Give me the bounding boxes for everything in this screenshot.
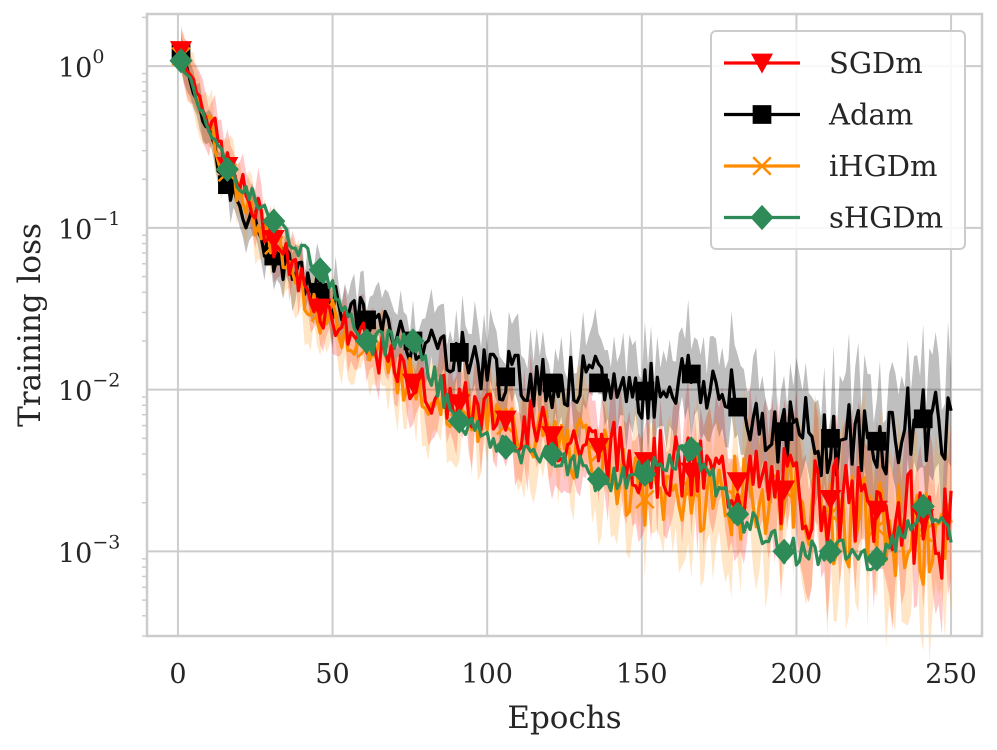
x-tick-label: 0 [169, 659, 186, 690]
legend-label-shgdm: sHGDm [829, 201, 943, 235]
shgdm-marker [818, 538, 843, 565]
x-tick-label: 150 [616, 659, 668, 690]
tick-labels: 0 50 100 150 200 250 100 10−1 10−2 10−3 [58, 46, 977, 690]
sgdm-marker [541, 426, 564, 447]
adam-marker [635, 381, 655, 401]
adam-marker [218, 175, 237, 195]
sgdm-marker [819, 489, 842, 510]
shgdm-marker [633, 461, 657, 487]
y-tick-label: 100 [58, 46, 104, 84]
sgdm-marker [262, 229, 285, 250]
legend-marker-sgdm [751, 53, 773, 74]
adam-marker [774, 422, 794, 442]
y-tick-label: 10−3 [58, 531, 120, 569]
shgdm-marker [308, 257, 332, 283]
shgdm-marker [494, 434, 518, 460]
shgdm-marker [215, 156, 239, 183]
sgdm-line [179, 50, 953, 580]
adam-marker [496, 367, 516, 387]
legend-label-sgdm: SGDm [829, 46, 923, 80]
shgdm-marker [447, 408, 471, 434]
legend-label-ihgdm: iHGDm [829, 149, 937, 183]
adam-marker [589, 373, 608, 393]
x-tick-label: 50 [315, 659, 349, 690]
legend-box [710, 30, 966, 250]
y-axis-label: Training loss [12, 223, 48, 427]
series-lines [169, 41, 953, 586]
legend-marker-adam [752, 105, 772, 124]
sgdm-marker [309, 298, 332, 319]
adam-marker [450, 343, 469, 362]
shgdm-marker [540, 441, 564, 467]
legend-marker-shgdm [750, 204, 774, 231]
x-axis-label: Epochs [507, 700, 621, 736]
plot-frame [145, 12, 984, 638]
sgdm-marker [448, 394, 471, 415]
x-tick-label: 250 [925, 659, 977, 690]
adam-marker [681, 364, 701, 384]
shgdm-series [169, 48, 953, 572]
adam-marker [542, 373, 562, 393]
shgdm-marker [911, 493, 935, 519]
sgdm-marker [773, 480, 796, 501]
legend-label-adam: Adam [828, 98, 913, 132]
shgdm-marker [726, 501, 750, 527]
sgdm-marker [865, 500, 888, 521]
adam-marker [867, 431, 887, 451]
sgdm-marker [726, 472, 749, 493]
adam-marker [913, 409, 933, 429]
shgdm-marker [355, 328, 379, 354]
shgdm-line [179, 61, 953, 572]
x-tick-label: 100 [461, 659, 513, 690]
shgdm-marker [772, 538, 796, 565]
y-tick-label: 10−2 [58, 370, 120, 408]
y-tick-label: 10−1 [58, 208, 120, 246]
sgdm-marker [401, 373, 424, 394]
shgdm-marker [679, 436, 703, 462]
sgdm-marker [494, 410, 517, 431]
shgdm-marker [169, 48, 193, 74]
sgdm-marker [680, 462, 703, 483]
legend: SGDm Adam iHGDm sHGDm [710, 30, 966, 250]
adam-marker [821, 428, 840, 448]
legend-marker-ihgdm [752, 156, 772, 176]
shgdm-marker [865, 546, 889, 572]
adam-marker [728, 397, 748, 417]
x-tick-label: 200 [771, 659, 823, 690]
shgdm-marker [262, 208, 286, 234]
sgdm-marker [587, 437, 610, 458]
shgdm-marker [586, 466, 611, 492]
shgdm-marker [401, 328, 425, 354]
